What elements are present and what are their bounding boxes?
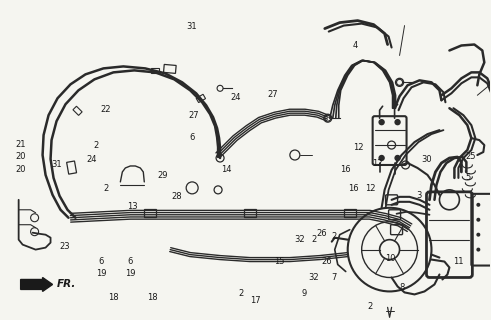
Text: 4: 4 <box>353 41 358 50</box>
Text: 31: 31 <box>52 160 62 169</box>
Text: 14: 14 <box>220 165 231 174</box>
Circle shape <box>379 120 384 125</box>
Text: 26: 26 <box>321 258 331 267</box>
Text: 32: 32 <box>309 273 319 282</box>
Text: 2: 2 <box>331 232 336 241</box>
Bar <box>144 209 156 217</box>
Text: FR.: FR. <box>56 279 76 290</box>
Text: 24: 24 <box>230 93 241 102</box>
Circle shape <box>379 156 384 161</box>
Text: 3: 3 <box>417 190 422 200</box>
Text: 6: 6 <box>98 258 104 267</box>
Text: 29: 29 <box>157 172 167 180</box>
Text: 28: 28 <box>172 192 182 201</box>
Text: 2: 2 <box>238 289 243 298</box>
Bar <box>196 94 206 103</box>
Text: 27: 27 <box>267 90 278 99</box>
Circle shape <box>395 120 400 125</box>
Bar <box>164 64 176 73</box>
Text: 15: 15 <box>274 258 285 267</box>
Text: 26: 26 <box>316 229 327 238</box>
Text: 12: 12 <box>353 143 363 152</box>
Text: 18: 18 <box>147 292 158 301</box>
Text: 22: 22 <box>101 105 111 114</box>
Bar <box>151 68 159 73</box>
Bar <box>73 106 82 116</box>
Text: 2: 2 <box>311 235 317 244</box>
Text: 8: 8 <box>400 283 405 292</box>
Circle shape <box>476 218 480 222</box>
Text: 18: 18 <box>108 292 119 301</box>
Text: 19: 19 <box>125 268 136 278</box>
Text: 24: 24 <box>86 156 97 164</box>
Text: 25: 25 <box>465 152 476 161</box>
Text: 2: 2 <box>368 302 373 311</box>
Text: 12: 12 <box>365 184 376 193</box>
Text: 12: 12 <box>373 159 383 168</box>
Text: 16: 16 <box>348 184 358 193</box>
Bar <box>244 209 256 217</box>
Text: 6: 6 <box>189 133 194 142</box>
Text: 27: 27 <box>189 111 199 120</box>
Text: 9: 9 <box>301 289 307 298</box>
Text: 32: 32 <box>294 235 305 244</box>
Text: 10: 10 <box>384 254 395 263</box>
Text: 19: 19 <box>96 268 107 278</box>
FancyArrow shape <box>21 277 53 292</box>
Circle shape <box>476 248 480 252</box>
Text: 31: 31 <box>186 22 197 31</box>
Text: 6: 6 <box>128 258 133 267</box>
Circle shape <box>476 203 480 207</box>
Circle shape <box>395 156 400 161</box>
Text: 20: 20 <box>15 165 26 174</box>
Text: 5: 5 <box>465 173 471 182</box>
Text: 20: 20 <box>15 152 26 161</box>
Text: 2: 2 <box>103 184 109 193</box>
Text: 2: 2 <box>94 141 99 150</box>
Text: 23: 23 <box>59 242 70 251</box>
Text: 16: 16 <box>341 165 351 174</box>
Text: 17: 17 <box>250 296 261 305</box>
Text: 11: 11 <box>453 258 464 267</box>
Text: 21: 21 <box>15 140 26 148</box>
Text: 13: 13 <box>127 202 137 211</box>
Bar <box>67 161 77 174</box>
Text: 7: 7 <box>331 273 336 282</box>
Text: 30: 30 <box>421 156 432 164</box>
Circle shape <box>476 233 480 237</box>
Bar <box>344 209 355 217</box>
